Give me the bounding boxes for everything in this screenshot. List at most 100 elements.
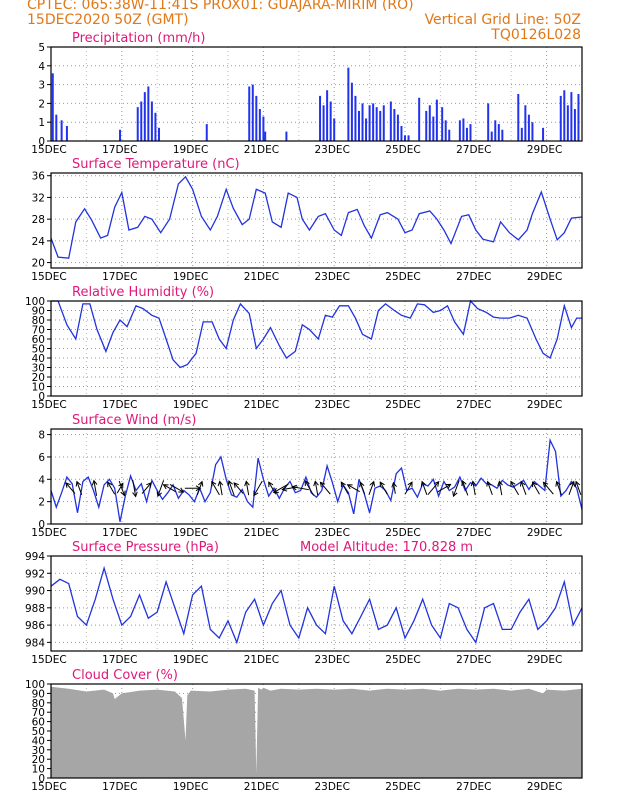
precip-bar — [354, 95, 357, 141]
wind-wind-arrow-head — [227, 480, 233, 487]
precip-bar — [501, 129, 504, 141]
wind-wind-arrow — [292, 486, 309, 491]
rh-ytick-label: 20 — [32, 372, 45, 384]
cloud-ytick-label: 30 — [32, 745, 45, 757]
wind-xtick-label: 23DEC — [314, 527, 349, 539]
precip-bar — [425, 110, 428, 141]
temp-plot-frame — [50, 172, 583, 269]
temp-xtick-label: 25DEC — [385, 271, 420, 283]
cloud-xtick-label: 29DEC — [527, 781, 562, 793]
precip-bar — [60, 120, 63, 141]
wind-wind-arrow-head — [319, 481, 326, 488]
wind-xtick-label: 17DEC — [102, 527, 137, 539]
precip-xtick-label: 29DEC — [527, 144, 562, 156]
header-code: TQ0126L028 — [491, 27, 581, 43]
wind-wind-arrow — [304, 480, 315, 496]
wind-wind-arrow — [421, 481, 428, 495]
wind-wind-arrow — [169, 483, 184, 493]
precip-bar — [140, 101, 143, 141]
pres-ytick-label: 984 — [25, 637, 45, 649]
precip-bar — [205, 124, 208, 141]
wind-wind-arrow-head — [132, 491, 138, 498]
wind-wind-arrow — [520, 481, 527, 495]
precip-bar — [441, 107, 444, 141]
pres-panel-note: Model Altitude: 170.828 m — [300, 540, 473, 555]
precip-bar — [143, 92, 146, 141]
cloud-ytick-label: 90 — [32, 688, 45, 700]
wind-wind-arrow — [116, 483, 124, 494]
rh-ytick-label: 40 — [32, 353, 45, 365]
wind-wind-arrow-head — [542, 481, 549, 488]
pres-series-line — [50, 565, 583, 645]
wind-wind-arrow — [472, 481, 476, 496]
precip-bar — [258, 109, 261, 141]
header-datetime: 15DEC2020 50Z (GMT) — [27, 12, 189, 28]
pres-xtick-label: 19DEC — [173, 654, 208, 666]
pres-ytick-label: 994 — [25, 551, 45, 563]
wind-wind-arrow — [118, 480, 125, 496]
rh-ytick-label: 10 — [32, 382, 45, 394]
wind-wind-arrow-head — [211, 480, 217, 487]
rh-xtick-label: 23DEC — [314, 399, 349, 411]
precip-bar — [444, 120, 447, 141]
precip-xtick-label: 23DEC — [314, 144, 349, 156]
wind-wind-arrow-head — [272, 487, 279, 493]
cloud-plot-frame — [50, 683, 583, 779]
precip-bar — [404, 135, 406, 141]
precip-bar — [285, 131, 288, 141]
wind-wind-arrow-head — [162, 484, 169, 490]
cloud-ytick-label: 20 — [32, 754, 45, 766]
wind-wind-arrow — [404, 481, 413, 495]
wind-wind-arrow-head — [91, 479, 98, 486]
temp-xtick-label: 27DEC — [456, 271, 491, 283]
pres-ytick-label: 992 — [25, 568, 45, 580]
wind-xtick-label: 19DEC — [173, 527, 208, 539]
precip-xtick-label: 19DEC — [173, 144, 208, 156]
precip-bar — [527, 114, 530, 141]
wind-wind-arrow-head — [407, 481, 413, 488]
precip-bar — [333, 118, 336, 141]
wind-wind-arrow — [314, 481, 319, 496]
precip-bar — [428, 105, 431, 141]
rh-xtick-label: 25DEC — [385, 399, 420, 411]
wind-wind-arrow — [273, 483, 289, 493]
precip-xtick-label: 27DEC — [456, 144, 491, 156]
wind-wind-arrow-head — [233, 482, 239, 488]
precip-bar — [251, 84, 254, 141]
wind-wind-arrow-head — [569, 480, 576, 487]
wind-wind-arrow-head — [433, 481, 440, 487]
wind-wind-arrow-head — [486, 480, 492, 487]
precip-bar — [435, 99, 438, 141]
rh-ytick-label: 100 — [25, 296, 45, 308]
precip-bar — [400, 125, 403, 141]
wind-wind-arrow-head — [65, 482, 71, 488]
precip-bar — [357, 110, 360, 141]
wind-wind-arrow-head — [346, 484, 353, 490]
wind-wind-arrow — [379, 481, 388, 495]
cloud-ytick-label: 100 — [25, 679, 45, 691]
wind-wind-arrow-head — [470, 480, 477, 487]
precip-bar — [147, 86, 150, 141]
pres-xtick-label: 27DEC — [456, 654, 491, 666]
cloud-ytick-label: 0 — [38, 773, 45, 785]
temp-xtick-label: 23DEC — [314, 271, 349, 283]
cloud-area-fill — [51, 686, 582, 778]
cloud-ytick-label: 50 — [32, 726, 45, 738]
temp-ytick-label: 32 — [32, 192, 45, 204]
pres-ytick-label: 988 — [25, 603, 45, 615]
wind-ytick-label: 0 — [38, 519, 45, 531]
wind-wind-arrow-head — [118, 482, 124, 489]
precip-bar — [563, 90, 566, 141]
wind-wind-arrow — [132, 479, 137, 497]
precip-bar — [379, 110, 382, 141]
wind-wind-arrow-head — [156, 491, 162, 498]
precip-bar — [150, 101, 153, 141]
pres-ytick-label: 990 — [25, 586, 45, 598]
wind-ytick-label: 4 — [38, 474, 45, 486]
cloud-xtick-label: 21DEC — [244, 781, 279, 793]
wind-wind-arrow — [556, 481, 562, 495]
cloud-xtick-label: 19DEC — [173, 781, 208, 793]
pres-panel-title: Surface Pressure (hPa) — [72, 540, 219, 555]
precip-bar — [448, 129, 451, 141]
wind-wind-arrow-head — [253, 490, 259, 497]
